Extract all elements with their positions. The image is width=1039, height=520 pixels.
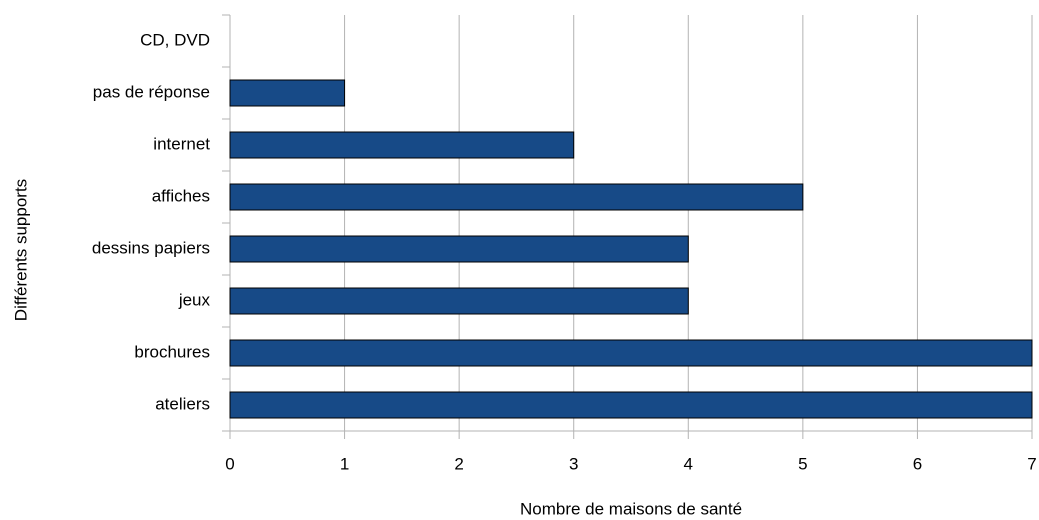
x-tick-label: 1 <box>340 454 349 473</box>
x-tick-label: 4 <box>684 454 693 473</box>
bar <box>229 287 689 315</box>
y-tick-label: affiches <box>152 186 210 205</box>
x-tick-label: 2 <box>454 454 463 473</box>
x-axis-label: Nombre de maisons de santé <box>520 499 742 518</box>
y-tick-label: CD, DVD <box>140 30 210 49</box>
y-tick-label: dessins papiers <box>92 238 210 257</box>
y-tick-label: pas de réponse <box>93 82 210 101</box>
x-tick-label: 3 <box>569 454 578 473</box>
bar <box>229 391 1033 419</box>
bar <box>229 235 689 263</box>
x-tick-label: 6 <box>913 454 922 473</box>
x-tick-label: 0 <box>225 454 234 473</box>
y-tick-label: brochures <box>134 342 210 361</box>
bar <box>229 183 804 211</box>
bar <box>229 339 1033 367</box>
bar <box>229 79 346 107</box>
y-tick-label: ateliers <box>155 394 210 413</box>
y-axis-label: Différents supports <box>11 179 30 321</box>
y-tick-label: internet <box>153 134 210 153</box>
x-tick-label: 7 <box>1027 454 1036 473</box>
bar <box>229 131 575 159</box>
x-tick-label: 5 <box>798 454 807 473</box>
y-tick-label: jeux <box>178 290 211 309</box>
